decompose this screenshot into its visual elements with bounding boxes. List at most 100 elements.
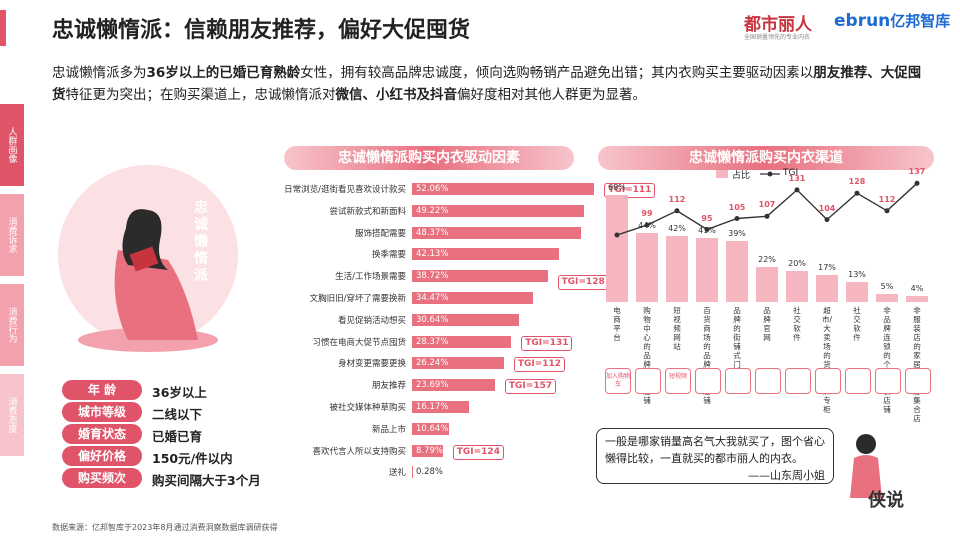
channels-title: 忠诚懒惰派购买内衣渠道: [598, 146, 934, 170]
side-tab-portrait[interactable]: 人群画像: [0, 104, 24, 186]
channel-share: 17%: [818, 263, 836, 273]
driver-value: 28.37%: [416, 336, 449, 347]
channel-tgi: 112: [878, 194, 896, 204]
page-title: 忠诚懒惰派：信赖朋友推荐，偏好大促囤货: [52, 18, 471, 43]
driver-label: 生活/工作场景需要: [335, 272, 406, 283]
persona-illustration: [58, 165, 238, 352]
driver-tgi: TGI=124: [452, 444, 504, 460]
channel-bar: [696, 237, 718, 302]
tgi-point: [704, 227, 710, 232]
persona-book: [129, 246, 159, 272]
tgi-point: [644, 222, 650, 228]
side-tab-behavior[interactable]: 消费行为: [0, 284, 24, 366]
channel-share: 13%: [848, 269, 866, 279]
profile-value: 购买间隔大于3个月: [152, 473, 261, 488]
driver-label: 朋友推荐: [371, 381, 406, 392]
driver-bar: [412, 226, 582, 239]
intro-paragraph: 忠诚懒惰派多为36岁以上的已婚已育熟龄女性，拥有较高品牌忠诚度，倾向选购畅销产品…: [52, 62, 932, 106]
driver-bar: [412, 335, 512, 348]
driver-label: 服饰搭配需要: [354, 228, 406, 239]
driver-bar: [412, 270, 548, 283]
bag-icon: [635, 368, 661, 394]
channel-tgi: 112: [668, 194, 686, 204]
channel-tgi: 95: [701, 213, 713, 223]
driver-label: 身材变更需要更换: [337, 359, 406, 370]
driver-bar: [412, 248, 560, 261]
profile-label: 年 龄: [62, 380, 142, 400]
chat-icon: [785, 368, 811, 394]
intro-bold-1: 36岁以上的已婚已育熟龄: [146, 65, 301, 81]
driver-value: 16.17%: [416, 402, 449, 412]
side-tab-attitude[interactable]: 消费态度: [0, 374, 24, 456]
channel-bar: [636, 232, 658, 302]
channel-icon-text: 短视频: [668, 373, 687, 380]
cart-icon: 加入购物车: [605, 368, 631, 394]
dushi-logo-sub: 全国销量领先的专业内衣: [744, 34, 811, 41]
driver-bar: [412, 444, 443, 457]
channel-tgi: 128: [848, 177, 866, 187]
driver-label: 文胸旧旧/穿坏了需要换新: [309, 294, 406, 304]
channel-name: 社交软件: [793, 306, 801, 342]
channel-bar: [666, 236, 688, 302]
channel-bar: [876, 294, 898, 302]
watermark: 侠说: [868, 490, 904, 511]
driver-value: 8.79%: [416, 445, 444, 456]
intro-text-4: 偏好度相对其他人群更为显著。: [457, 87, 646, 103]
tgi-point: [854, 190, 860, 196]
tgi-point: [614, 232, 620, 238]
quote-box: 一般是哪家销量高名气大我就买了，图个省心懒得比较，一直就买的都市丽人的内衣。 ——…: [596, 428, 834, 484]
driver-label: 送礼: [388, 468, 406, 479]
driver-tgi: TGI=128: [557, 275, 609, 291]
boutique-icon: [875, 368, 901, 394]
dushi-logo: 都市丽人: [744, 15, 812, 35]
channel-share: 42%: [668, 224, 686, 233]
driver-bar: [412, 466, 413, 479]
profile-value: 二线以下: [152, 407, 203, 422]
tgi-point: [764, 213, 770, 219]
video-icon: 短视频: [665, 368, 691, 394]
tgi-point: [824, 217, 830, 223]
driver-value: 34.47%: [416, 293, 449, 303]
intro-text-3: 特征更为突出；在购买渠道上，忠诚懒惰派对: [65, 87, 336, 103]
profile-label: 偏好价格: [62, 446, 142, 466]
tgi-path: [616, 182, 918, 236]
shop-icon: [725, 368, 751, 394]
driver-bar: [412, 357, 504, 370]
tgi-point: [734, 216, 740, 221]
tgi-point: [794, 187, 800, 193]
driver-label: 习惯在电商大促节点囤货: [312, 337, 406, 348]
channel-share: 4%: [910, 283, 924, 293]
persona-body: [114, 250, 198, 340]
intro-bold-2: 朋友推荐、大促囤货: [52, 65, 922, 103]
store-icon: [695, 368, 721, 394]
driver-value: 52.06%: [416, 184, 449, 194]
channel-share: 20%: [788, 258, 806, 268]
channel-bar: [606, 195, 628, 302]
profile-value: 已婚已育: [152, 429, 203, 444]
ebrun-logo: ebrun亿邦智库: [834, 10, 950, 31]
channel-share: 22%: [758, 255, 776, 265]
quote-text: 一般是哪家销量高名气大我就买了，图个省心懒得比较，一直就买的都市丽人的内衣。: [605, 435, 825, 465]
ebrun-logo-text: ebrun: [834, 11, 891, 31]
data-source: 数据来源：亿邦智库于2023年8月通过消费洞察数据库调研获得: [52, 523, 278, 532]
driver-label: 换季需要: [371, 250, 406, 261]
driver-label: 看见促销活动想买: [337, 315, 406, 326]
channel-bar: [756, 267, 778, 302]
driver-value: 23.69%: [416, 380, 449, 391]
channel-bar: [816, 275, 838, 302]
driver-bar: [412, 204, 585, 217]
tgi-line: [614, 180, 920, 238]
channel-share: 39%: [728, 228, 746, 238]
driver-value: 10.64%: [416, 423, 449, 434]
channel-bar: [786, 270, 808, 302]
side-tab-demand[interactable]: 消费诉求: [0, 194, 24, 276]
driver-value: 49.22%: [416, 205, 449, 216]
channel-tgi: 107: [758, 200, 776, 210]
channel-name: 非品牌连锁的个体内衣店铺: [883, 306, 891, 414]
channel-name: 超市/大卖场的货架/品牌专柜: [821, 306, 833, 414]
driver-label: 新品上市: [371, 424, 406, 435]
driver-label: 日常浏览/逛街看见喜欢设计款买: [284, 185, 406, 195]
channel-name: 电商平台: [613, 306, 621, 342]
phone-icon: [845, 368, 871, 394]
intro-bold-3: 微信、小红书及抖音: [335, 87, 458, 103]
